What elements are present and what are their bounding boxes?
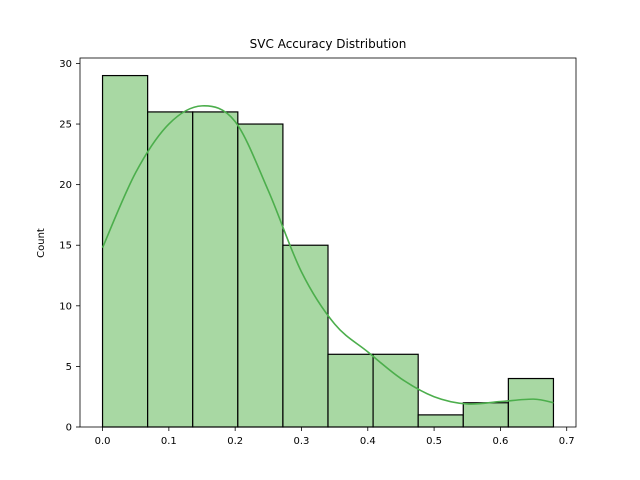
kde-curve (101, 105, 554, 405)
x-tick-label: 0.6 (492, 436, 508, 447)
axes-group (79, 57, 577, 428)
histogram-bar (282, 244, 329, 428)
x-tick-label: 0.7 (559, 436, 575, 447)
x-tick-label: 0.1 (161, 436, 177, 447)
kde-group (101, 105, 554, 405)
y-tick-label: 15 (59, 241, 72, 252)
y-ticks-group: 0 5 10 15 20 25 30 (59, 59, 80, 434)
plot-frame (79, 57, 577, 428)
y-tick-label: 30 (59, 59, 72, 70)
histogram-bar (507, 377, 555, 428)
histogram-bar (147, 111, 194, 428)
x-tick-label: 0.3 (294, 436, 310, 447)
histogram-bar (417, 414, 464, 428)
bars-group (101, 74, 555, 428)
histogram-bar (462, 402, 509, 428)
x-tick-label: 0.5 (426, 436, 442, 447)
histogram-bar (372, 353, 419, 428)
x-ticks-group: 0.0 0.1 0.2 0.3 0.4 0.5 0.6 0.7 (95, 427, 575, 447)
histogram-bar (192, 111, 239, 428)
histogram-bar (327, 353, 374, 428)
y-tick-label: 25 (59, 120, 72, 131)
x-tick-label: 0.2 (227, 436, 243, 447)
x-tick-label: 0.4 (360, 436, 376, 447)
y-tick-label: 5 (66, 362, 72, 373)
chart-title: SVC Accuracy Distribution (250, 37, 407, 51)
y-tick-label: 10 (59, 301, 72, 312)
x-tick-label: 0.0 (95, 436, 111, 447)
histogram-bar (101, 74, 149, 428)
y-axis-label: Count (36, 228, 47, 258)
histogram-bar (237, 123, 284, 428)
y-tick-label: 20 (59, 180, 72, 191)
y-tick-label: 0 (66, 423, 72, 434)
